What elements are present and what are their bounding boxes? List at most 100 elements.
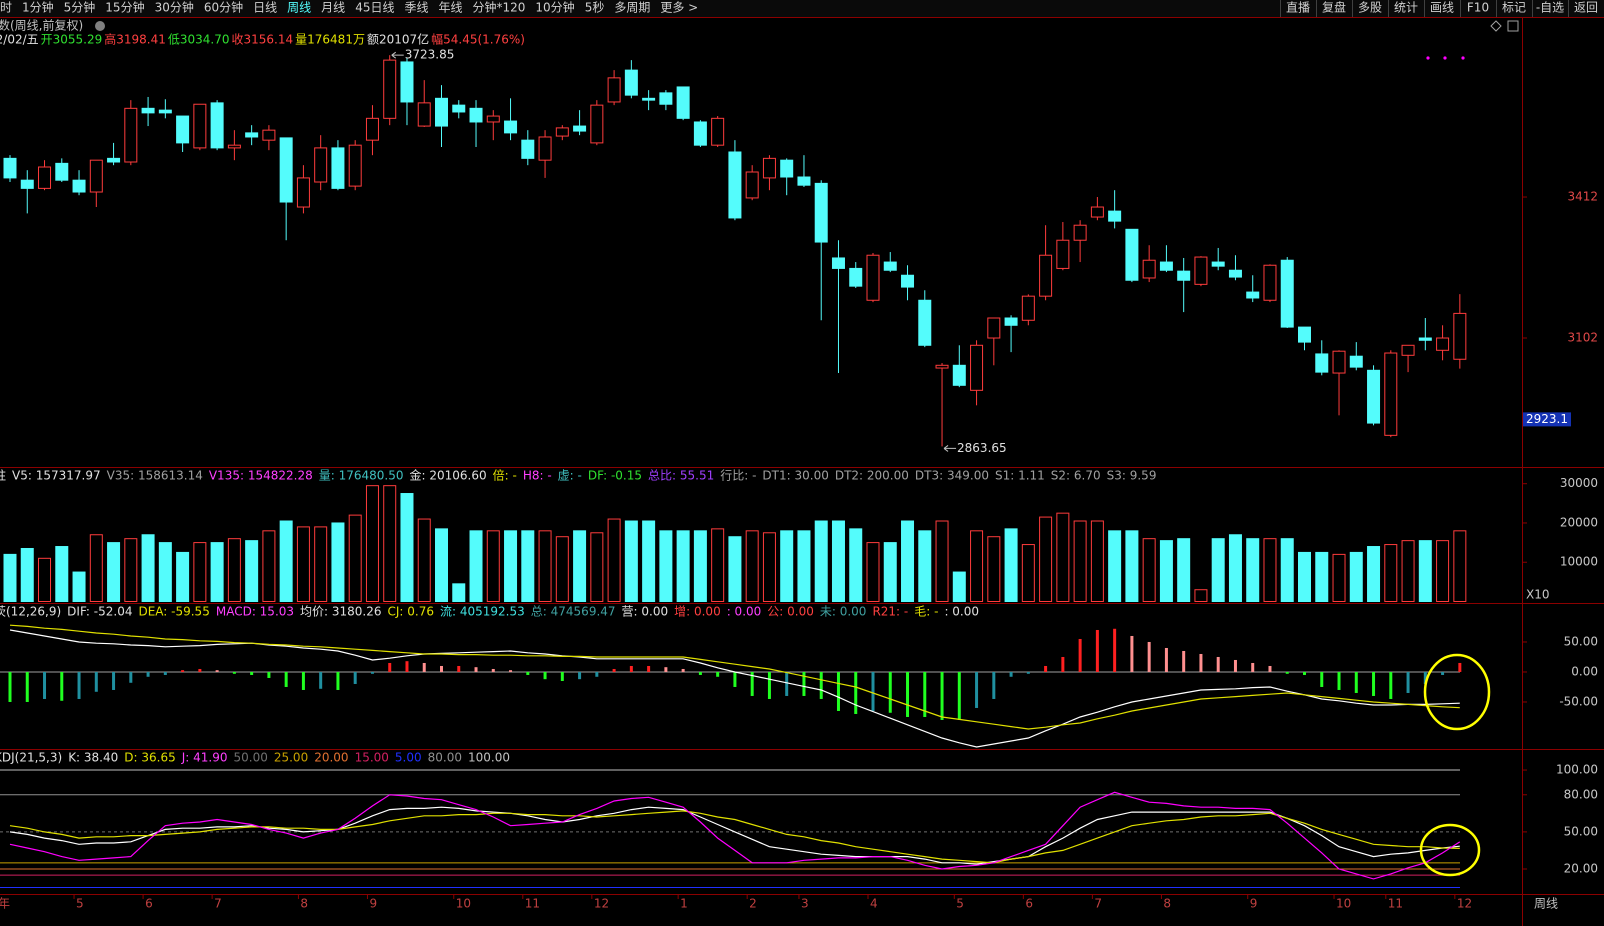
period-tab[interactable]: 15分钟	[105, 0, 144, 15]
volume-bar	[935, 520, 949, 602]
volume-bar	[3, 553, 17, 602]
tool-button[interactable]: 标记	[1502, 1, 1526, 15]
candle-body	[20, 179, 34, 189]
volume-bar	[262, 530, 276, 603]
period-tab[interactable]: 多周期	[614, 1, 650, 15]
volume-bar	[1211, 538, 1225, 602]
period-tab[interactable]: 60分钟	[204, 0, 243, 15]
candle-body	[797, 176, 811, 186]
tool-button[interactable]: 统计	[1394, 1, 1418, 15]
icon[interactable]	[1490, 20, 1502, 32]
volume-bar	[1056, 512, 1070, 603]
dropdown-icon[interactable]	[95, 21, 105, 31]
candle-body	[1298, 326, 1311, 343]
legend-item: 倍: -	[493, 468, 517, 483]
legend-item: : 0.00	[727, 605, 762, 619]
period-tab[interactable]: 分钟*120	[473, 0, 526, 15]
volume-bar	[521, 530, 535, 603]
x-tick-label: 5	[956, 897, 964, 911]
legend-item: DF: -0.15	[588, 469, 642, 483]
volume-bar	[245, 540, 259, 603]
annotation-arrow	[391, 51, 404, 59]
volume-bar	[676, 530, 690, 603]
volume-bar	[797, 530, 811, 603]
tool-button[interactable]: 画线	[1430, 1, 1454, 15]
candle-body	[970, 344, 984, 391]
period-label: 周线	[1534, 897, 1558, 911]
period-tab[interactable]: 5分钟	[64, 0, 96, 15]
volume-bar	[1263, 538, 1277, 602]
candle-body	[400, 61, 414, 103]
candle-body	[38, 166, 52, 189]
period-tab[interactable]: 更多 >	[660, 1, 698, 15]
legend-item: DT3: 349.00	[915, 469, 989, 483]
volume-bar	[970, 530, 984, 603]
candle-body	[1315, 353, 1329, 373]
highlight-circle	[1423, 653, 1491, 731]
info-item: 量176481万	[295, 33, 365, 47]
candle-body	[1056, 239, 1070, 269]
volume-bar	[607, 518, 621, 603]
toolbar-bg	[0, 0, 1604, 17]
legend-item: 未: 0.00	[820, 605, 867, 619]
y-tick-label: 100.00	[1556, 763, 1598, 777]
candle-body	[1280, 259, 1294, 328]
x-tick-label: 3	[801, 897, 809, 911]
x-tick-label: 8	[1163, 897, 1171, 911]
candle-body	[1177, 270, 1191, 281]
annotation-label: 2863.65	[957, 441, 1007, 455]
period-tab[interactable]: 1分钟	[22, 0, 54, 15]
tool-button[interactable]: -自选	[1536, 1, 1564, 15]
candle-body	[452, 104, 466, 113]
candle-body	[1418, 337, 1432, 341]
legend-item: DEA: -59.55	[138, 605, 209, 619]
period-tab[interactable]: 分时	[0, 1, 12, 15]
candle-body	[1228, 269, 1242, 278]
candle-body	[72, 179, 86, 193]
icon[interactable]	[1507, 20, 1519, 32]
candle-body	[573, 125, 587, 132]
period-tab[interactable]: 日线	[253, 1, 277, 15]
indicator-line	[9, 806, 1460, 865]
volume-bar	[210, 542, 224, 603]
candle-body	[193, 103, 207, 149]
tool-button[interactable]: 多股	[1358, 1, 1382, 15]
period-tab[interactable]: 10分钟	[535, 0, 574, 15]
volume-bar	[555, 536, 569, 603]
tool-button[interactable]: 直播	[1286, 1, 1310, 15]
volume-bar	[1125, 530, 1139, 603]
candle-body	[486, 115, 500, 123]
tool-button[interactable]: 复盘	[1322, 0, 1346, 15]
candle-body	[158, 109, 172, 114]
volume-bar	[1108, 530, 1122, 603]
volume-bar	[849, 528, 863, 602]
candle-body	[1384, 352, 1398, 436]
volume-bar	[55, 546, 69, 603]
period-tab[interactable]: 30分钟	[155, 0, 194, 15]
tool-button[interactable]: 返回	[1574, 1, 1598, 15]
candle-body	[1367, 369, 1381, 424]
dot	[1461, 56, 1465, 60]
candle-body	[711, 117, 725, 146]
volume-bar	[728, 536, 742, 603]
volume-bar	[89, 534, 103, 602]
volume-bar	[383, 485, 397, 603]
candle-body	[538, 136, 552, 161]
candle-body	[814, 182, 828, 243]
period-tab[interactable]: 5秒	[585, 1, 605, 15]
y-tick-label: -50.00	[1559, 694, 1598, 708]
volume-bar	[866, 542, 880, 603]
volume-bar	[296, 526, 310, 602]
period-tab[interactable]: 周线	[287, 1, 311, 15]
volume-bar	[1401, 540, 1415, 603]
period-tab[interactable]: 季线	[404, 1, 428, 15]
legend-item: J: 41.90	[181, 751, 228, 765]
period-tab[interactable]: 年线	[438, 1, 462, 15]
candle-body	[245, 132, 259, 138]
period-tab[interactable]: 月线	[321, 1, 345, 15]
legend-item: 毛: -	[914, 605, 938, 619]
tool-button[interactable]: F10	[1467, 1, 1489, 15]
ref-label: 15.00	[355, 751, 389, 765]
period-tab[interactable]: 45日线	[355, 1, 394, 15]
